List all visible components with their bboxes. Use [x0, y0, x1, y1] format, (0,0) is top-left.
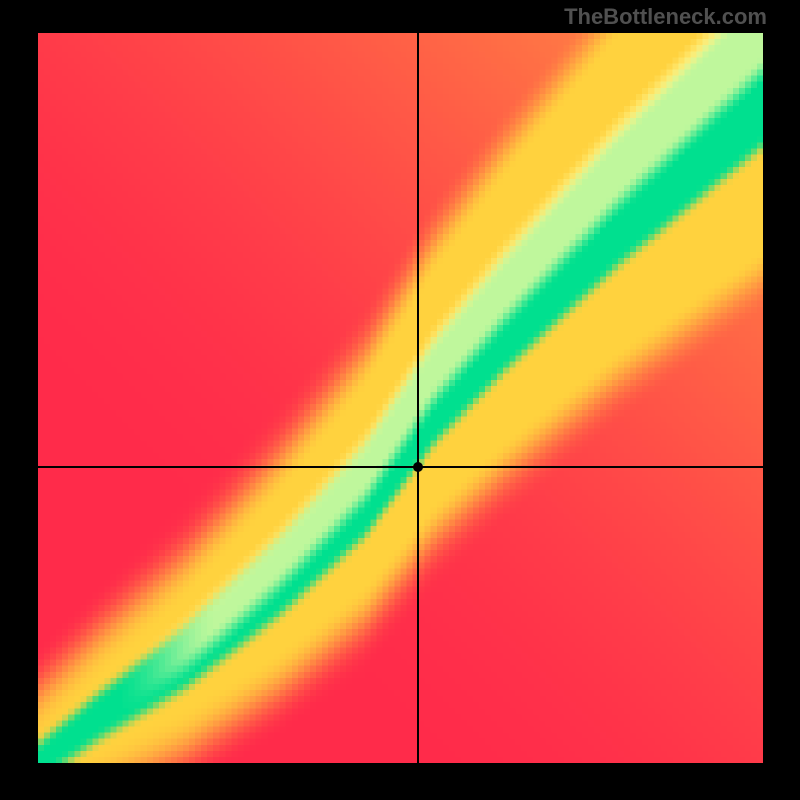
watermark-text: TheBottleneck.com: [564, 4, 767, 30]
bottleneck-heatmap: [38, 33, 763, 763]
crosshair-horizontal-line: [38, 466, 763, 468]
crosshair-dot: [413, 462, 423, 472]
crosshair-vertical-line: [417, 33, 419, 763]
